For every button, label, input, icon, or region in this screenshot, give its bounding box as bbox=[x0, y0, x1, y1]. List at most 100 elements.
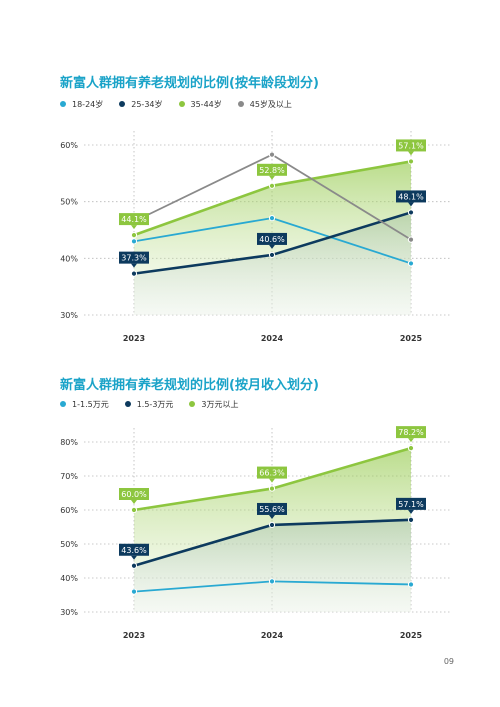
data-label-box bbox=[119, 251, 149, 264]
chart2-title: 新富人群拥有养老规划的比例(按月收入划分) bbox=[60, 378, 319, 393]
data-label-pointer bbox=[269, 478, 275, 483]
chart2-legend: 1-1.5万元 1.5-3万元 3万元以上 bbox=[60, 398, 255, 410]
data-label-text: 78.2% bbox=[398, 428, 424, 437]
data-label: 52.8% bbox=[257, 163, 287, 180]
y-tick-label: 30% bbox=[60, 608, 78, 617]
series-area bbox=[134, 448, 411, 612]
data-label-pointer bbox=[408, 202, 414, 207]
legend-item: 45岁及以上 bbox=[237, 99, 292, 110]
legend-label: 35-44岁 bbox=[190, 99, 222, 109]
data-label-pointer bbox=[131, 555, 137, 560]
data-point bbox=[407, 516, 415, 523]
legend-label: 1.5-3万元 bbox=[136, 399, 174, 409]
x-tick-label: 2024 bbox=[261, 334, 284, 343]
x-tick-label: 2024 bbox=[261, 631, 284, 640]
data-label: 66.3% bbox=[257, 466, 287, 483]
y-tick-label: 40% bbox=[60, 574, 78, 583]
legend-item: 35-44岁 bbox=[178, 99, 222, 110]
y-tick-label: 80% bbox=[60, 438, 78, 447]
data-label-pointer bbox=[408, 438, 414, 443]
x-tick-label: 2025 bbox=[400, 334, 423, 343]
data-point bbox=[407, 581, 415, 588]
legend-dot-icon bbox=[60, 101, 66, 107]
y-tick-label: 40% bbox=[60, 254, 78, 263]
data-label: 40.6% bbox=[257, 232, 287, 249]
chart1-legend: 18-24岁 25-34岁 35-44岁 45岁及以上 bbox=[60, 98, 308, 110]
data-point bbox=[268, 215, 276, 222]
data-label-pointer bbox=[269, 175, 275, 180]
legend-item: 18-24岁 bbox=[60, 99, 103, 110]
data-point bbox=[407, 445, 415, 452]
legend-dot-icon bbox=[119, 101, 126, 107]
data-point bbox=[130, 232, 138, 239]
legend-dot-icon bbox=[178, 101, 185, 107]
data-point bbox=[268, 182, 276, 189]
legend-dot-icon bbox=[124, 401, 131, 407]
data-point bbox=[130, 506, 138, 514]
legend-label: 3万元以上 bbox=[201, 399, 239, 409]
data-label-text: 43.6% bbox=[121, 546, 147, 555]
chart2-plot: 30% 40% 50% 60% 70% 80% 2023 2024 2025 43.6% 55.6%… bbox=[60, 426, 450, 640]
data-label-text: 57.1% bbox=[398, 500, 424, 509]
legend-item: 1-1.5万元 bbox=[60, 399, 109, 410]
legend-dot-icon bbox=[237, 101, 244, 107]
data-label: 60.0% bbox=[119, 488, 149, 504]
data-point bbox=[268, 485, 276, 492]
x-tick-label: 2023 bbox=[123, 334, 145, 343]
data-label: 43.6% bbox=[119, 543, 149, 560]
legend-dot-icon bbox=[189, 401, 196, 407]
y-tick-label: 60% bbox=[60, 506, 78, 515]
y-tick-label: 50% bbox=[60, 540, 78, 549]
data-label-pointer bbox=[408, 509, 414, 514]
data-label-box bbox=[396, 190, 426, 203]
data-label-pointer bbox=[269, 514, 275, 519]
data-label: 57.1% bbox=[396, 497, 426, 514]
data-label-text: 52.8% bbox=[259, 166, 285, 175]
data-point bbox=[130, 588, 138, 595]
data-label-pointer bbox=[131, 225, 137, 230]
data-label-pointer bbox=[131, 500, 137, 504]
data-point bbox=[268, 521, 276, 529]
data-label: 55.6% bbox=[257, 502, 287, 519]
data-label: 78.2% bbox=[396, 426, 426, 443]
chart1-plot: 30% 40% 50% 60% 2023 2024 2025 37.3% 40.6% 48.1% 4… bbox=[60, 131, 450, 343]
data-point bbox=[268, 251, 276, 259]
data-label-text: 66.3% bbox=[259, 469, 285, 478]
page-number: 09 bbox=[443, 657, 454, 666]
data-point bbox=[130, 238, 138, 245]
data-label-pointer bbox=[131, 263, 137, 268]
data-label: 37.3% bbox=[119, 251, 149, 268]
data-label-pointer bbox=[269, 244, 275, 249]
y-tick-label: 30% bbox=[60, 311, 78, 320]
data-point bbox=[268, 151, 276, 158]
data-point bbox=[407, 236, 415, 243]
data-label: 48.1% bbox=[396, 190, 426, 207]
legend-label: 1-1.5万元 bbox=[72, 399, 109, 409]
data-label-text: 60.0% bbox=[121, 490, 147, 499]
data-label: 57.1% bbox=[396, 139, 426, 156]
y-tick-label: 60% bbox=[60, 141, 78, 150]
data-point bbox=[268, 578, 276, 585]
data-label-text: 37.3% bbox=[121, 254, 147, 263]
data-label-box bbox=[396, 426, 426, 439]
data-label-text: 55.6% bbox=[259, 505, 285, 514]
legend-item: 25-34岁 bbox=[119, 99, 163, 110]
data-label-text: 57.1% bbox=[398, 141, 424, 150]
data-label-box bbox=[396, 139, 426, 152]
data-label-box bbox=[257, 502, 287, 515]
data-point bbox=[407, 158, 415, 165]
legend-label: 25-34岁 bbox=[131, 99, 163, 109]
data-label: 44.1% bbox=[119, 213, 149, 230]
data-point bbox=[407, 260, 415, 267]
data-label-pointer bbox=[408, 151, 414, 156]
data-label-text: 40.6% bbox=[259, 235, 285, 244]
data-label-box bbox=[257, 163, 287, 176]
data-label-box bbox=[119, 543, 149, 556]
data-point bbox=[407, 209, 415, 216]
data-label-box bbox=[396, 497, 426, 510]
data-point bbox=[130, 562, 138, 569]
data-label-text: 48.1% bbox=[398, 192, 424, 201]
legend-dot-icon bbox=[60, 401, 66, 407]
chart1-title: 新富人群拥有养老规划的比例(按年龄段划分) bbox=[60, 76, 319, 91]
x-tick-label: 2023 bbox=[123, 631, 145, 640]
